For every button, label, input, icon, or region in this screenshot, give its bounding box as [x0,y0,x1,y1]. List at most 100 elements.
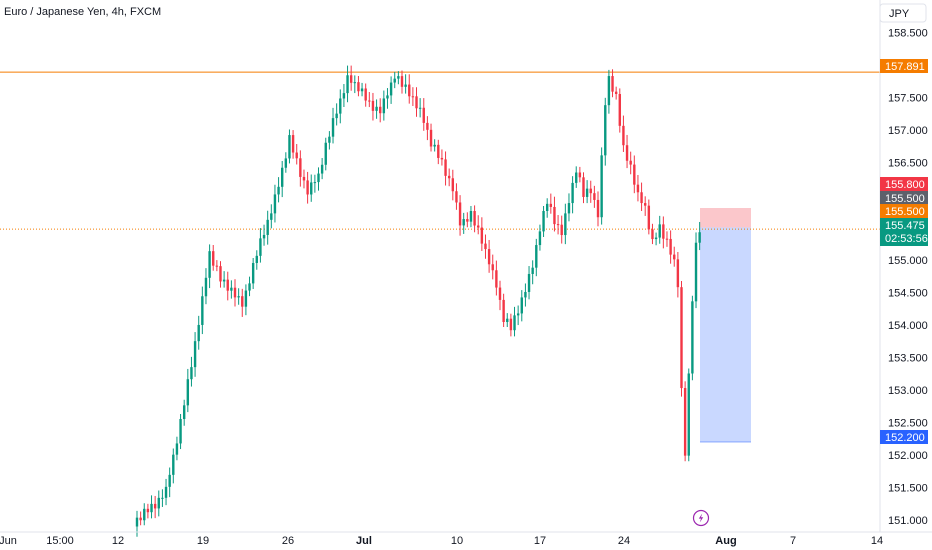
lightning-icon[interactable] [692,509,710,527]
x-tick-label: 10 [451,535,463,547]
candle-body [636,184,640,193]
price-tag-bg [880,177,928,191]
candle [135,510,139,537]
candle-body [364,88,367,101]
candle-body [150,503,153,513]
candle [302,169,306,189]
candle-body [451,178,455,192]
price-tag[interactable]: 152.200 [880,430,928,444]
candle-body [393,78,396,83]
candle-body [694,242,698,302]
candle-body [614,91,618,94]
candle [665,231,669,247]
candle-body [607,76,611,106]
candle [640,182,643,211]
price-tag[interactable]: 155.500 [880,204,928,218]
candle-body [520,297,523,314]
candle-body [226,279,229,291]
y-tick-label: 153.500 [888,353,928,365]
candle-body [273,194,277,214]
candle [179,413,182,450]
candle [415,87,418,117]
candle-body [277,186,280,195]
candle [625,134,629,169]
candle [371,92,375,121]
candle-body [585,188,589,197]
take-profit-zone[interactable] [700,227,751,443]
x-tick-label: Jul [356,535,372,547]
stop-loss-zone[interactable] [700,208,751,228]
candle [353,75,356,94]
candle [509,313,513,337]
candle-body [251,262,255,284]
x-tick-label: 14 [871,535,883,547]
candle-body [164,486,168,498]
candle [575,166,578,188]
candle-body [313,182,317,184]
candle-body [408,84,411,97]
candle [270,204,273,229]
candle [553,196,556,232]
candle [357,75,360,97]
candle [277,177,280,203]
candle [683,381,687,462]
candle-body [618,93,621,126]
candle [186,368,190,413]
candle [157,490,160,517]
candle-body [633,164,636,185]
candle [273,184,277,223]
candle [462,212,465,234]
candle-body [440,157,444,160]
candle [335,103,338,126]
currency-button-label[interactable]: JPY [889,8,910,20]
candle-body [589,188,592,194]
price-tag-label: 155.500 [885,206,925,218]
candle-body [382,98,386,114]
candle-body [342,93,346,99]
candle-body [640,192,643,204]
candle-body [513,315,516,331]
candle [567,193,571,222]
candle-body [179,418,182,444]
candle-body [324,142,327,165]
y-tick-label: 158.500 [888,28,928,40]
candle-body [680,287,683,389]
candle-body [527,273,531,292]
candle [288,129,291,164]
candle [633,155,636,194]
candle-body [349,75,353,83]
candle-body [662,224,665,239]
x-tick-label: 12 [112,535,124,547]
candle [458,195,462,236]
candle-body [182,405,186,419]
price-tag[interactable]: 157.891 [880,59,928,73]
candle [248,276,251,297]
candle-body [320,164,324,174]
candle-body [447,175,451,179]
candle-body [469,210,473,222]
y-tick-label: 154.500 [888,288,928,300]
candle [251,257,255,289]
price-tag[interactable]: 155.800 [880,177,928,191]
candle-body [295,152,298,159]
price-tag-bg [880,218,928,246]
candle-body [484,243,487,250]
candle [498,280,502,311]
candle-body [404,84,407,87]
candle-body [262,234,266,239]
price-tag[interactable]: 155.500 [880,191,928,205]
candle-body [266,219,269,235]
y-tick-label: 152.500 [888,418,928,430]
candle [317,167,320,191]
candle-body [233,287,237,298]
candle [466,212,469,228]
candle [379,98,382,123]
candle-body [204,277,208,297]
currency-button[interactable]: JPY [879,3,927,23]
candle [349,65,353,91]
price-tag-label: 157.891 [885,61,925,73]
candle-body [542,210,545,232]
